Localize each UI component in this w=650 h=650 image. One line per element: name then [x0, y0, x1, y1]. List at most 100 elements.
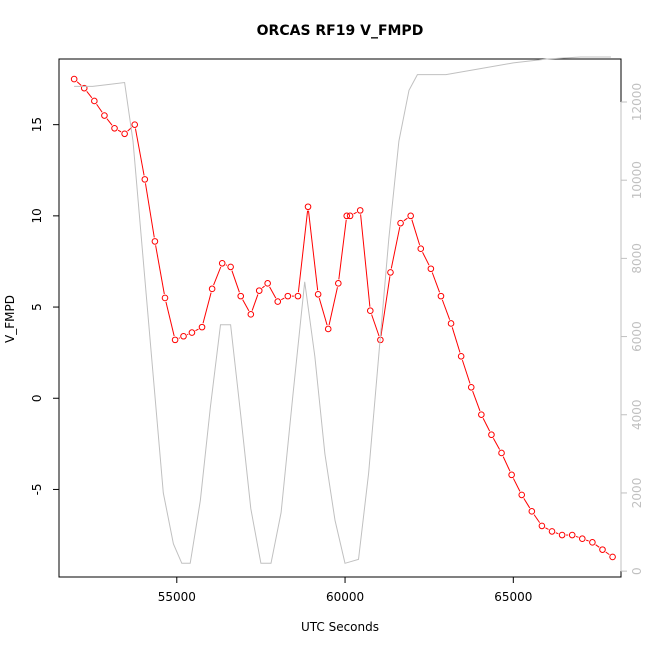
x-tick-label: 60000: [326, 590, 364, 604]
y-tick-label: 5: [30, 303, 44, 311]
series-0-segment: [461, 359, 471, 384]
series-0-segment: [134, 128, 145, 176]
series-0-point: [111, 125, 118, 132]
series-0-segment: [403, 217, 408, 222]
series-0-segment: [492, 437, 501, 450]
x-axis-title: UTC Seconds: [301, 620, 379, 634]
y2-tick-label: 10000: [630, 161, 644, 199]
series-0-segment: [431, 272, 441, 293]
series-0-segment: [555, 532, 559, 535]
series-0-point: [131, 121, 139, 128]
series-0-segment: [328, 287, 338, 326]
series-layer: [70, 56, 616, 564]
series-0-point: [314, 290, 322, 298]
series-0-point: [208, 285, 216, 293]
x-axis: 55000 60000 65000: [158, 576, 532, 604]
series-0-point: [101, 112, 108, 119]
series-0-segment: [502, 456, 511, 472]
series-0-point: [558, 531, 566, 539]
y-axis-right: 0 2000 4000 6000 8000 10000 12000: [620, 83, 644, 575]
series-0-segment: [451, 327, 461, 353]
series-0-point: [548, 528, 556, 535]
series-0-segment: [96, 103, 103, 113]
series-0-point: [161, 294, 169, 302]
series-0-segment: [242, 299, 250, 312]
series-0-point: [387, 269, 394, 276]
series-0-point: [141, 176, 149, 183]
series-0-segment: [117, 129, 122, 133]
y-tick-label: 10: [30, 208, 44, 223]
y2-tick-label: 8000: [630, 243, 644, 274]
series-0-point: [417, 245, 425, 252]
series-0-segment: [390, 226, 401, 269]
series-0-segment: [380, 276, 391, 337]
series-0-point: [599, 546, 606, 553]
series-0-segment: [371, 314, 380, 337]
plot-frame: [58, 58, 622, 578]
series-0-point: [343, 212, 351, 220]
y-axis-title: V_FMPD: [3, 295, 17, 343]
series-0-segment: [353, 211, 357, 215]
series-0-point: [227, 263, 234, 271]
series-0-segment: [155, 245, 165, 295]
y2-tick-label: 6000: [630, 321, 644, 352]
series-0-segment: [76, 81, 82, 86]
series-0-segment: [202, 292, 212, 324]
series-0-point: [346, 212, 354, 220]
series-0-segment: [441, 299, 451, 320]
series-0-segment: [165, 301, 175, 337]
series-1-line: [74, 56, 611, 564]
series-0-segment: [195, 328, 199, 332]
series-0-point: [589, 539, 596, 546]
series-0-segment: [251, 294, 259, 311]
series-0-segment: [545, 527, 549, 530]
y-tick-label: 15: [30, 117, 44, 132]
y-axis-left: -5 0 5 10 15: [30, 117, 60, 495]
series-0-point: [498, 449, 505, 457]
x-tick-label: 65000: [494, 590, 532, 604]
series-0-point: [366, 307, 374, 315]
x-tick-label: 55000: [158, 590, 196, 604]
series-0-segment: [297, 210, 309, 293]
series-0-segment: [318, 297, 328, 326]
series-0-segment: [585, 539, 589, 542]
series-0-point: [304, 203, 312, 211]
series-0-point: [247, 311, 255, 318]
series-0-point: [188, 329, 196, 336]
series-0-segment: [307, 210, 319, 291]
y-tick-label: 0: [30, 394, 44, 402]
series-0-segment: [595, 544, 600, 548]
chart-title: ORCAS RF19 V_FMPD: [257, 23, 424, 39]
series-0-point: [91, 97, 98, 105]
series-0-segment: [605, 551, 610, 555]
series-0-segment: [512, 478, 521, 492]
y2-tick-label: 4000: [630, 399, 644, 430]
series-0-point: [518, 491, 526, 499]
series-0-point: [578, 535, 586, 542]
series-0-point: [171, 336, 179, 344]
series-0-point: [407, 212, 414, 220]
series-0-point: [274, 298, 282, 305]
series-0-segment: [269, 286, 277, 299]
series-0-point: [397, 219, 404, 227]
series-0-point: [121, 130, 128, 138]
series-0-point: [335, 280, 342, 287]
series-0-segment: [86, 91, 93, 99]
y2-tick-label: 2000: [630, 478, 644, 509]
series-0-point: [356, 207, 364, 214]
series-0-point: [609, 553, 616, 561]
series-0-point: [324, 325, 332, 333]
series-0-segment: [472, 390, 481, 412]
series-0-segment: [523, 498, 531, 509]
series-0-point: [538, 522, 546, 530]
series-0-point: [284, 292, 292, 300]
series-0-segment: [144, 183, 155, 238]
series-0-segment: [422, 252, 430, 266]
series-0-point: [294, 292, 302, 300]
y2-tick-label: 12000: [630, 83, 644, 121]
series-0-point: [264, 280, 271, 287]
series-0-point: [180, 332, 187, 340]
series-0-point: [198, 323, 206, 331]
y2-tick-label: 0: [630, 567, 644, 575]
series-0-point: [478, 411, 485, 418]
